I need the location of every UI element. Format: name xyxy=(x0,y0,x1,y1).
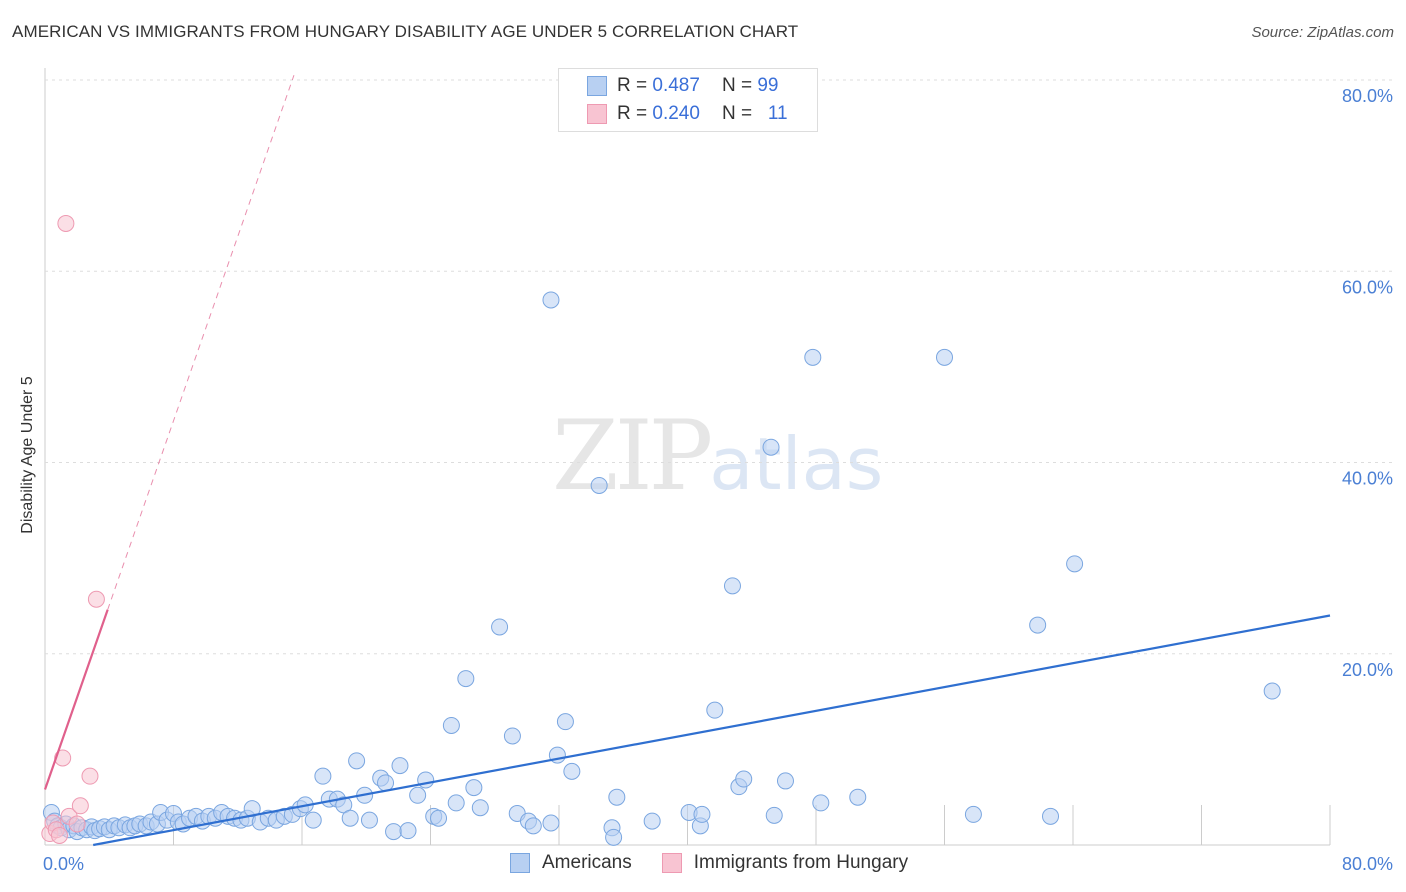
americans-point xyxy=(471,799,489,817)
hungary-point xyxy=(87,590,105,608)
legend-r-label: R = xyxy=(617,103,648,124)
hungary-point xyxy=(68,815,86,833)
americans-point xyxy=(360,811,378,829)
source-label: Source: ZipAtlas.com xyxy=(1251,24,1394,41)
legend-r-label: R = xyxy=(617,75,648,96)
hungary-trend-extension xyxy=(107,75,295,610)
correlation-legend: R = 0.487 N = 99 R = 0.240 N = 11 xyxy=(558,68,818,132)
series-legend: Americans Immigrants from Hungary xyxy=(510,852,938,874)
americans-point xyxy=(849,788,867,806)
hungary-legend-label: Immigrants from Hungary xyxy=(693,852,909,873)
americans-point xyxy=(542,291,560,309)
americans-point xyxy=(804,348,822,366)
americans-point xyxy=(964,805,982,823)
americans-point xyxy=(524,817,542,835)
americans-point xyxy=(765,806,783,824)
x-tick-label: 80.0% xyxy=(1342,854,1393,874)
americans-point xyxy=(430,809,448,827)
x-tick-label: 0.0% xyxy=(43,854,84,874)
y-tick-label: 20.0% xyxy=(1342,660,1393,680)
watermark-atlas: atlas xyxy=(709,422,884,506)
americans-point xyxy=(457,670,475,688)
americans-point xyxy=(1029,616,1047,634)
y-tick-label: 40.0% xyxy=(1342,469,1393,489)
americans-point xyxy=(1263,682,1281,700)
americans-point xyxy=(1042,807,1060,825)
americans-point xyxy=(723,577,741,595)
americans-trend-line xyxy=(92,614,1331,847)
americans-point xyxy=(735,770,753,788)
americans-point xyxy=(465,779,483,797)
americans-point xyxy=(243,800,261,818)
hungary-point xyxy=(57,214,75,232)
americans-point xyxy=(377,774,395,792)
legend-r-value: 0.487 xyxy=(652,75,700,96)
legend-n-value: 99 xyxy=(757,75,779,96)
americans-point xyxy=(348,752,366,770)
americans-point xyxy=(643,812,661,830)
americans-point xyxy=(341,809,359,827)
americans-point xyxy=(706,701,724,719)
hungary-swatch xyxy=(587,104,607,124)
americans-point xyxy=(542,814,560,832)
americans-point xyxy=(693,805,711,823)
americans-point xyxy=(563,762,581,780)
legend-n-value: 11 xyxy=(767,103,788,124)
chart-title: AMERICAN VS IMMIGRANTS FROM HUNGARY DISA… xyxy=(12,22,799,41)
legend-row-americans: R = 0.487 N = 99 xyxy=(559,73,778,99)
hungary-trend-line xyxy=(43,609,109,790)
hungary-point xyxy=(54,749,72,767)
americans-legend-label: Americans xyxy=(542,852,632,873)
americans-point xyxy=(399,822,417,840)
hungary-point xyxy=(50,826,68,844)
watermark-zip: ZIP xyxy=(552,400,713,512)
americans-point xyxy=(304,811,322,829)
americans-point xyxy=(605,828,623,846)
americans-point xyxy=(385,823,403,841)
americans-point xyxy=(391,757,409,775)
americans-point xyxy=(1066,555,1084,573)
legend-item-americans: Americans xyxy=(510,852,632,874)
americans-point xyxy=(776,772,794,790)
hungary-legend-swatch xyxy=(661,853,682,873)
americans-point xyxy=(762,438,780,456)
hungary-point xyxy=(81,767,99,785)
americans-point xyxy=(590,476,608,494)
legend-item-hungary: Immigrants from Hungary xyxy=(661,852,909,874)
americans-point xyxy=(314,767,332,785)
americans-point xyxy=(417,771,435,789)
legend-row-hungary: R = 0.240 N = 11 xyxy=(559,101,788,127)
legend-n-label: N = xyxy=(721,103,753,124)
americans-legend-swatch xyxy=(510,853,530,873)
americans-point xyxy=(409,786,427,804)
americans-point xyxy=(936,348,953,366)
americans-swatch xyxy=(587,76,607,96)
hungary-point xyxy=(71,797,89,815)
americans-point xyxy=(491,618,509,636)
americans-point xyxy=(503,727,521,745)
y-tick-label: 60.0% xyxy=(1342,277,1393,297)
legend-n-label: N = xyxy=(721,75,753,96)
y-tick-label: 80.0% xyxy=(1342,86,1393,106)
watermark: ZIPatlas xyxy=(552,400,883,512)
legend-r-value: 0.240 xyxy=(652,103,700,124)
americans-point xyxy=(608,788,626,806)
americans-point xyxy=(447,794,465,812)
americans-point xyxy=(812,794,830,812)
americans-point xyxy=(556,713,574,731)
americans-point xyxy=(442,716,460,734)
